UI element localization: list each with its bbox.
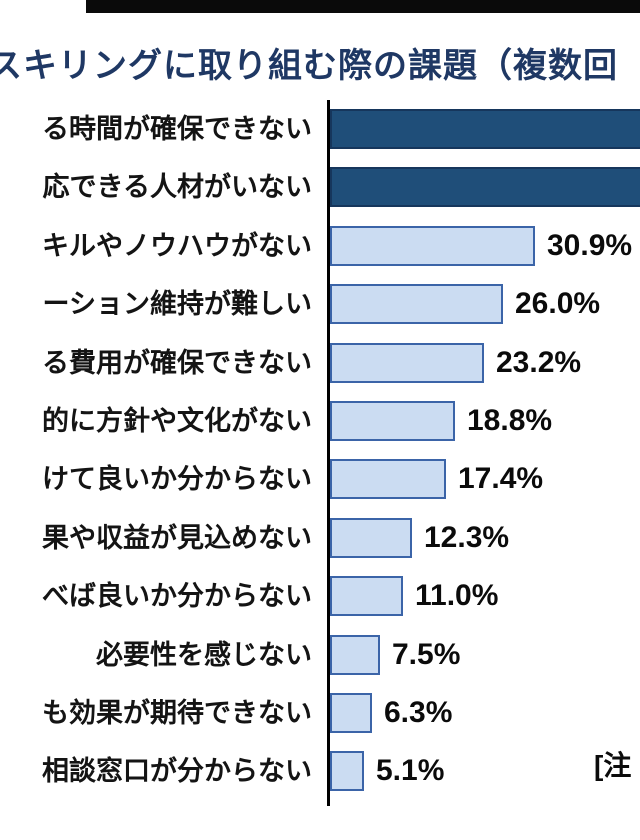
category-label: 果や収益が見込めない: [42, 522, 312, 553]
bar: [330, 284, 503, 325]
category-label: キルやノウハウがない: [42, 230, 312, 261]
bar: [330, 517, 412, 558]
bar: [330, 692, 372, 733]
chart-row: る時間が確保できない: [0, 100, 640, 158]
chart-row: 相談窓口が分からない 5.1%: [0, 742, 640, 800]
bar: [330, 634, 380, 675]
category-label: も効果が期待できない: [42, 697, 312, 728]
chart-row: べば良いか分からない 11.0%: [0, 567, 640, 625]
value-label: 18.8%: [467, 403, 553, 437]
category-label: べば良いか分からない: [42, 581, 312, 612]
bar: [330, 459, 446, 500]
top-crop-bar: [86, 0, 640, 13]
value-label: 5.1%: [376, 754, 445, 788]
value-label: 12.3%: [424, 520, 510, 554]
chart-row: キルやノウハウがない 30.9%: [0, 217, 640, 275]
value-label: 11.0%: [415, 579, 499, 613]
footnote: [注: [594, 750, 632, 781]
bar: [330, 400, 455, 441]
bar: [330, 576, 403, 617]
chart-row: 必要性を感じない 7.5%: [0, 626, 640, 684]
value-label: 26.0%: [515, 287, 601, 321]
chart-row: る費用が確保できない 23.2%: [0, 334, 640, 392]
category-label: 相談窓口が分からない: [42, 756, 312, 787]
category-label: 必要性を感じない: [96, 639, 312, 670]
category-label: 応できる人材がいない: [42, 172, 312, 203]
chart-row: も効果が期待できない 6.3%: [0, 684, 640, 742]
chart-title: スキリングに取り組む際の課題（複数回: [0, 47, 618, 85]
value-label: 6.3%: [384, 695, 453, 729]
bar: [330, 109, 640, 149]
value-label: 7.5%: [392, 637, 461, 671]
value-label: 30.9%: [547, 228, 633, 262]
bar-chart: る時間が確保できない 応できる人材がいない キルやノウハウがない 30.9% ーション維…: [0, 100, 640, 812]
bar: [330, 751, 364, 792]
category-label: 的に方針や文化がない: [42, 405, 312, 436]
chart-row: 果や収益が見込めない 12.3%: [0, 509, 640, 567]
category-label: る時間が確保できない: [42, 114, 312, 144]
bar: [330, 342, 484, 383]
category-label: ーション維持が難しい: [42, 289, 312, 320]
value-label: 23.2%: [496, 345, 582, 379]
bar: [330, 167, 640, 208]
y-axis-line: [327, 100, 330, 806]
chart-rows: る時間が確保できない 応できる人材がいない キルやノウハウがない 30.9% ーション維…: [0, 100, 640, 801]
chart-row: ーション維持が難しい 26.0%: [0, 275, 640, 333]
chart-row: 的に方針や文化がない 18.8%: [0, 392, 640, 450]
category-label: る費用が確保できない: [42, 347, 312, 378]
chart-row: けて良いか分からない 17.4%: [0, 450, 640, 508]
value-label: 17.4%: [458, 462, 544, 496]
category-label: けて良いか分からない: [42, 464, 312, 495]
chart-row: 応できる人材がいない: [0, 158, 640, 216]
bar: [330, 225, 535, 266]
